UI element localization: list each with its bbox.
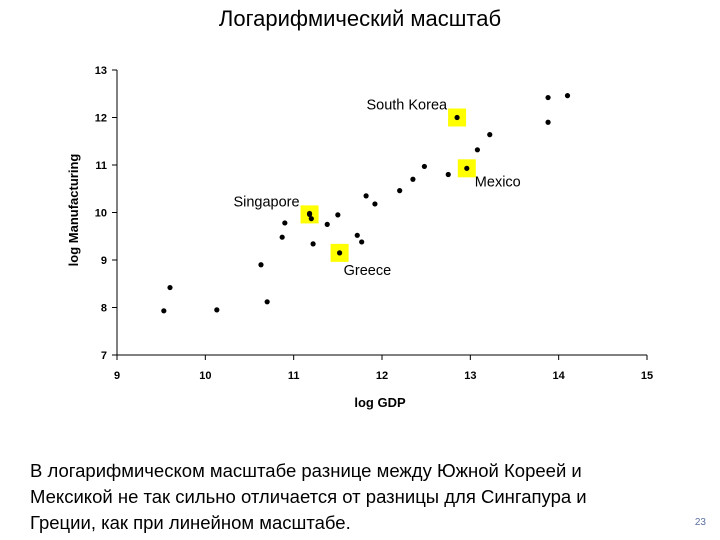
point-label: Mexico xyxy=(475,174,521,190)
data-point xyxy=(545,94,551,101)
data-point xyxy=(167,284,173,291)
x-axis-label: log GDP xyxy=(354,395,406,410)
data-point xyxy=(372,201,378,207)
data-point xyxy=(258,262,264,268)
point-label: Greece xyxy=(344,263,392,279)
highlighted-point xyxy=(337,250,343,256)
y-tick-label: 13 xyxy=(95,65,107,77)
y-tick-label: 10 xyxy=(95,208,107,220)
data-point xyxy=(161,308,167,314)
data-point xyxy=(354,232,360,238)
point-label: Singapore xyxy=(233,194,299,210)
data-point xyxy=(410,176,416,182)
y-axis-label: log Manufacturing xyxy=(66,154,81,267)
slide-caption: В логарифмическом масштабе разнице между… xyxy=(30,460,587,533)
data-point xyxy=(279,234,285,240)
highlighted-point xyxy=(306,211,313,217)
slide-title: Логарифмический масштаб xyxy=(218,6,502,31)
y-tick-label: 11 xyxy=(95,160,107,172)
data-point xyxy=(474,147,480,153)
data-point xyxy=(324,221,330,227)
y-tick-label: 8 xyxy=(101,303,107,315)
x-tick-label: 11 xyxy=(288,370,300,382)
x-tick-label: 14 xyxy=(553,370,566,382)
x-tick-label: 15 xyxy=(641,370,653,382)
x-tick-label: 13 xyxy=(464,370,476,382)
data-point xyxy=(308,216,314,222)
data-point xyxy=(421,163,427,170)
data-point xyxy=(264,299,270,305)
data-point xyxy=(564,93,571,99)
data-point xyxy=(282,220,288,226)
scatter-chart: 9 10 11 12 13 14 15 7 8 9 10 11 12 13 South Korea Mex… xyxy=(66,65,653,410)
y-tick-label: 7 xyxy=(101,350,107,362)
data-point xyxy=(310,241,316,247)
data-point xyxy=(445,171,451,178)
data-point xyxy=(214,307,220,313)
highlighted-point xyxy=(464,165,470,171)
data-point xyxy=(359,239,365,245)
data-point xyxy=(363,193,369,199)
y-tick-label: 9 xyxy=(101,255,107,267)
y-tick-label: 12 xyxy=(95,113,107,125)
data-point xyxy=(545,119,551,125)
x-tick-label: 12 xyxy=(376,370,388,382)
x-tick-label: 9 xyxy=(114,370,120,382)
x-tick-label: 10 xyxy=(199,370,211,382)
page-number: 23 xyxy=(694,517,706,528)
highlighted-point xyxy=(454,114,460,121)
data-point xyxy=(335,212,341,218)
data-point xyxy=(487,132,493,138)
point-label: South Korea xyxy=(366,98,448,114)
data-point xyxy=(397,188,403,194)
